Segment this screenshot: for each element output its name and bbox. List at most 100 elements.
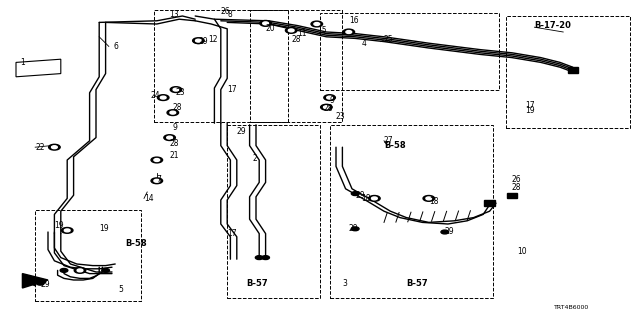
Text: B-57: B-57 (406, 279, 428, 288)
Circle shape (167, 136, 173, 139)
Text: 29: 29 (198, 37, 208, 46)
Circle shape (369, 196, 380, 201)
Polygon shape (22, 274, 48, 288)
Circle shape (346, 30, 352, 33)
Text: B-17-20: B-17-20 (534, 21, 572, 30)
Circle shape (351, 192, 359, 196)
Text: 28: 28 (323, 104, 333, 113)
Text: 7: 7 (157, 175, 162, 184)
Circle shape (173, 88, 179, 91)
Circle shape (170, 87, 182, 92)
Circle shape (262, 22, 269, 25)
Circle shape (321, 104, 332, 110)
Circle shape (323, 106, 329, 108)
Bar (330, 125, 493, 298)
Circle shape (77, 269, 83, 272)
Text: 28: 28 (291, 36, 301, 44)
Circle shape (441, 230, 449, 234)
Text: 18: 18 (362, 194, 371, 203)
Text: 29: 29 (40, 280, 50, 289)
Text: 18: 18 (429, 197, 438, 206)
Circle shape (262, 22, 269, 26)
Bar (154, 10, 288, 122)
Circle shape (154, 179, 160, 182)
Text: 15: 15 (317, 26, 326, 35)
Text: 19: 19 (54, 221, 64, 230)
Circle shape (61, 228, 73, 233)
Circle shape (343, 29, 355, 35)
Circle shape (288, 29, 294, 32)
Text: 29: 29 (349, 224, 358, 233)
Text: 17: 17 (227, 229, 237, 238)
Circle shape (371, 197, 378, 200)
Circle shape (36, 281, 44, 285)
Text: 24: 24 (150, 92, 160, 100)
Text: 4: 4 (362, 39, 367, 48)
Bar (250, 10, 342, 122)
Text: 12: 12 (208, 36, 218, 44)
Text: 17: 17 (227, 85, 237, 94)
Text: 14: 14 (144, 194, 154, 203)
Bar (227, 125, 320, 298)
Text: 6: 6 (114, 42, 119, 51)
Text: 16: 16 (349, 16, 358, 25)
Text: B-57: B-57 (246, 279, 268, 288)
Circle shape (195, 40, 202, 44)
Circle shape (170, 111, 175, 114)
Text: 28: 28 (173, 103, 182, 112)
Circle shape (285, 28, 297, 33)
Text: TRT4B6000: TRT4B6000 (554, 305, 589, 310)
Text: 21: 21 (170, 151, 179, 160)
Circle shape (262, 256, 269, 260)
Bar (507, 193, 517, 198)
Text: 23: 23 (336, 112, 346, 121)
Circle shape (167, 110, 179, 116)
Circle shape (426, 197, 432, 200)
Text: 10: 10 (517, 247, 527, 256)
Bar (568, 67, 578, 73)
Text: 5: 5 (118, 285, 124, 294)
Text: 3: 3 (342, 279, 348, 288)
Circle shape (260, 20, 271, 26)
Text: 26: 26 (512, 175, 522, 184)
Text: 23: 23 (176, 88, 186, 97)
Text: 13: 13 (170, 10, 179, 19)
Circle shape (423, 196, 435, 201)
Text: 29: 29 (355, 191, 365, 200)
Circle shape (324, 95, 335, 100)
Text: 28: 28 (170, 140, 179, 148)
Circle shape (74, 268, 86, 273)
Text: 27: 27 (384, 136, 394, 145)
Text: 9: 9 (173, 124, 178, 132)
Text: 22: 22 (35, 143, 45, 152)
Circle shape (52, 146, 58, 148)
Text: 11: 11 (298, 29, 307, 38)
Bar (484, 200, 495, 206)
Text: 28: 28 (512, 183, 522, 192)
Circle shape (193, 38, 204, 44)
Text: 20: 20 (266, 24, 275, 33)
Circle shape (154, 158, 160, 161)
Text: 25: 25 (384, 36, 394, 44)
Circle shape (49, 144, 60, 150)
Circle shape (314, 22, 320, 25)
Text: 19: 19 (525, 106, 534, 115)
Bar (320, 13, 499, 90)
Text: 8: 8 (227, 10, 232, 19)
Circle shape (327, 96, 333, 99)
Circle shape (255, 256, 263, 260)
Circle shape (60, 268, 68, 272)
Circle shape (311, 21, 323, 27)
Circle shape (151, 157, 163, 163)
Text: B-58: B-58 (125, 239, 147, 248)
Text: 26: 26 (221, 7, 230, 16)
Bar (506, 16, 630, 128)
Circle shape (164, 135, 175, 140)
Circle shape (351, 227, 359, 231)
Circle shape (196, 39, 201, 42)
Circle shape (160, 96, 166, 99)
Circle shape (157, 95, 169, 100)
Text: B-58: B-58 (384, 141, 406, 150)
Text: 9: 9 (330, 96, 335, 105)
Text: 1: 1 (20, 58, 25, 67)
